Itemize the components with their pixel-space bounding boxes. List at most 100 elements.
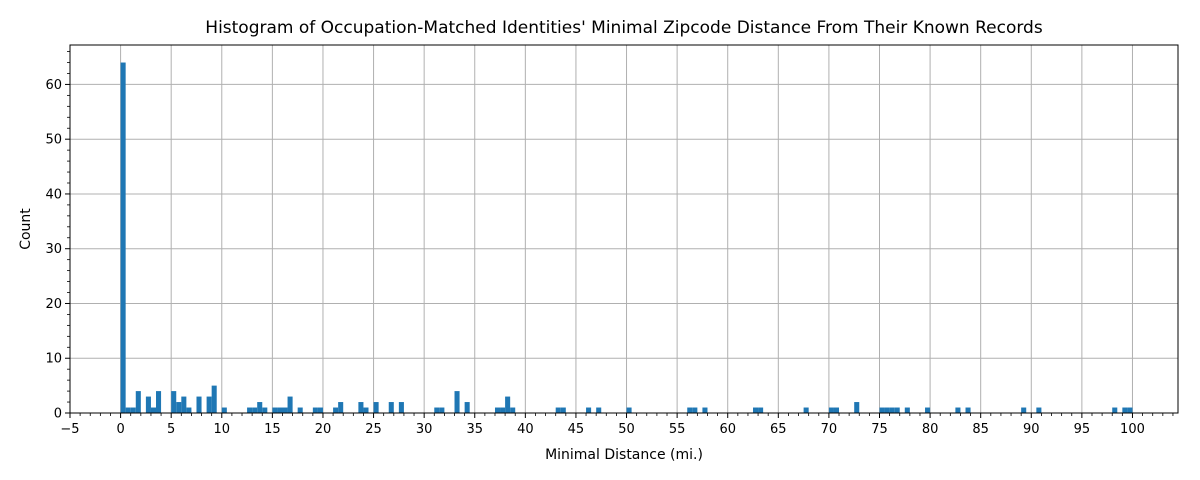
histogram-bar <box>181 396 187 413</box>
x-tick-label: 10 <box>214 422 231 437</box>
histogram-bar <box>434 407 440 413</box>
histogram-bar <box>317 407 323 413</box>
y-tick-label: 10 <box>45 352 62 367</box>
x-tick-label: 70 <box>821 422 838 437</box>
x-tick-label: 5 <box>167 422 175 437</box>
x-tick-label: 20 <box>315 422 332 437</box>
histogram-bar <box>454 391 460 413</box>
histogram-bar <box>176 402 182 413</box>
histogram-bar <box>358 402 364 413</box>
histogram-bar <box>1127 407 1133 413</box>
histogram-bar <box>884 407 890 413</box>
histogram-bar <box>206 396 212 413</box>
histogram-bar <box>150 407 157 413</box>
x-tick-label: 75 <box>871 422 888 437</box>
histogram-bar <box>257 402 263 413</box>
histogram-bar <box>894 407 900 413</box>
y-tick-label: 0 <box>54 407 62 422</box>
x-tick-label: 50 <box>618 422 635 437</box>
x-tick-label: 35 <box>466 422 483 437</box>
histogram-bar <box>828 407 834 413</box>
chart-title: Histogram of Occupation-Matched Identiti… <box>205 18 1043 38</box>
histogram-bar <box>510 407 516 413</box>
x-tick-label: 60 <box>719 422 736 437</box>
histogram-bar <box>753 407 759 413</box>
histogram-bar <box>1112 407 1118 413</box>
histogram-bar <box>833 407 840 413</box>
x-tick-label: 100 <box>1120 422 1145 437</box>
histogram-bar <box>262 407 268 413</box>
histogram-bar <box>702 407 708 413</box>
plot-frame <box>69 44 1179 414</box>
histogram-bar <box>889 407 895 413</box>
histogram-bar <box>363 407 369 413</box>
x-tick-label: 65 <box>770 422 787 437</box>
histogram-bar <box>277 407 283 413</box>
histogram-bar <box>287 396 293 413</box>
histogram-bar <box>272 407 278 413</box>
histogram-bar <box>596 407 602 413</box>
x-tick-label: 30 <box>416 422 433 437</box>
x-tick-label: 55 <box>669 422 686 437</box>
histogram-bar <box>586 407 592 413</box>
histogram-bar <box>196 396 202 413</box>
histogram-bar <box>130 407 136 413</box>
histogram-bar <box>171 391 177 413</box>
ticks-layer: −5 0 5 10 15 20 25 30 35 40 45 50 55 60 65 70 75 80 85 90 95… <box>45 51 1174 437</box>
histogram-bar <box>925 407 931 413</box>
histogram-bar <box>439 407 445 413</box>
histogram-bar <box>879 407 885 413</box>
histogram-bar <box>555 407 561 413</box>
histogram-bar <box>505 396 511 413</box>
bars-layer <box>120 62 1133 414</box>
x-axis-label: Minimal Distance (mi.) <box>545 447 703 463</box>
y-tick-label: 30 <box>45 242 62 257</box>
x-tick-label: 40 <box>517 422 534 437</box>
histogram-bar <box>145 396 151 413</box>
histogram-bar <box>500 407 506 413</box>
histogram-bar <box>247 407 253 413</box>
histogram-bar <box>1036 407 1042 413</box>
x-tick-label: 95 <box>1074 422 1091 437</box>
histogram-bar <box>904 407 910 413</box>
histogram-bar <box>312 407 318 413</box>
histogram-bar <box>687 407 693 413</box>
y-tick-label: 20 <box>45 297 62 312</box>
histogram-bar <box>282 407 288 413</box>
x-tick-label: 25 <box>365 422 382 437</box>
histogram-bar <box>297 407 303 413</box>
y-tick-label: 40 <box>45 187 62 202</box>
histogram-bar <box>221 407 227 413</box>
x-tick-label: 80 <box>922 422 939 437</box>
histogram-bar <box>120 62 126 414</box>
histogram-bar <box>803 407 809 413</box>
histogram-bar <box>338 402 344 413</box>
histogram-bar <box>955 407 961 413</box>
histogram-bar <box>252 407 258 413</box>
histogram-bar <box>211 385 217 413</box>
histogram-bar <box>758 407 764 413</box>
histogram-bar <box>398 402 404 413</box>
histogram-bar <box>388 402 394 413</box>
histogram-bar <box>186 407 192 413</box>
histogram-bar <box>1122 407 1128 413</box>
grid-layer <box>69 45 1178 414</box>
y-tick-label: 50 <box>45 133 62 148</box>
x-tick-label: 90 <box>1023 422 1040 437</box>
histogram-bar <box>854 402 860 413</box>
histogram-bar <box>494 407 501 413</box>
y-axis-label: Count <box>18 208 34 250</box>
x-tick-label: 15 <box>264 422 281 437</box>
histogram-bar <box>373 402 379 413</box>
histogram-bar <box>626 407 632 413</box>
histogram-bar <box>1021 407 1027 413</box>
histogram-bar <box>692 407 698 413</box>
x-tick-label: 85 <box>972 422 989 437</box>
histogram-bar <box>560 407 566 413</box>
histogram-bar <box>965 407 971 413</box>
histogram-bar <box>464 402 470 413</box>
histogram-bar <box>333 407 339 413</box>
x-tick-label: 0 <box>116 422 124 437</box>
